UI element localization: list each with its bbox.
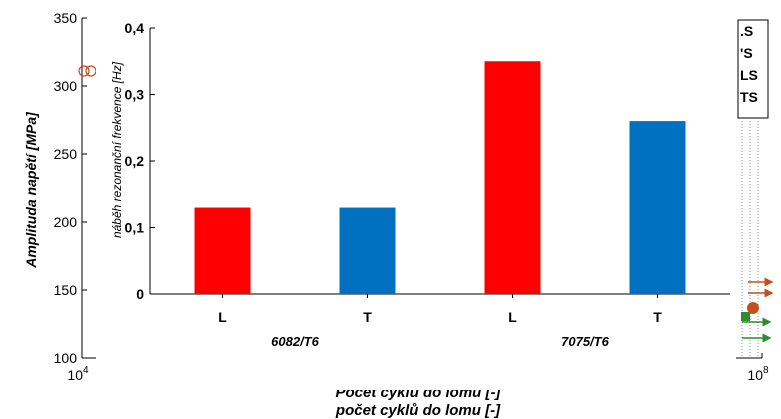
bar [629, 121, 686, 294]
bar-chart: 0 0,1 0,2 0,3 0,4 L T L T 6082/T6 7075/T6 náběh … [110, 20, 730, 349]
bar [339, 207, 396, 294]
bg-marker-square [741, 312, 750, 321]
x-category-label: T [363, 309, 372, 325]
bg-y-tick-label: 200 [54, 214, 78, 230]
bg-x-tick-label: 108 [747, 365, 769, 383]
bg-y-tick-label: 250 [54, 146, 78, 162]
bar [484, 61, 541, 294]
y-axis-label: náběh rezonanční frekvence [Hz] [110, 61, 124, 238]
bg-legend-entry: 'S [740, 45, 753, 61]
bar [194, 207, 251, 294]
y-tick-label: 0,1 [125, 220, 145, 236]
y-tick-label: 0,2 [125, 153, 145, 169]
bg-x-axis-label-ghost: počet cyklů do lomu [-] [335, 402, 501, 419]
bg-legend-entry: TS [740, 89, 758, 105]
x-category-label: L [508, 309, 517, 325]
bg-y-tick-label: 150 [54, 282, 78, 298]
bg-y-tick-label: 100 [54, 350, 78, 366]
bg-legend-entry: LS [740, 67, 758, 83]
x-category-label: L [218, 309, 227, 325]
y-tick-label: 0 [136, 286, 144, 302]
bg-y-tick-label: 350 [54, 10, 78, 26]
bg-y-tick-label: 300 [54, 78, 78, 94]
y-tick-label: 0,3 [125, 87, 145, 103]
bg-y-axis-label: Amplituda napětí [MPa] [23, 111, 39, 269]
bg-legend-entry: .S [740, 23, 753, 39]
bg-legend-box [737, 19, 769, 119]
bg-x-tick-label: 104 [67, 365, 89, 383]
overlay-panel [96, 10, 736, 390]
x-category-label: T [653, 309, 662, 325]
bg-marker-circle [85, 65, 97, 77]
bg-marker-dot [747, 302, 759, 314]
group-label: 6082/T6 [271, 334, 319, 349]
bg-marker-circle [78, 65, 90, 77]
y-tick-label: 0,4 [125, 20, 145, 36]
group-label: 7075/T6 [561, 334, 609, 349]
